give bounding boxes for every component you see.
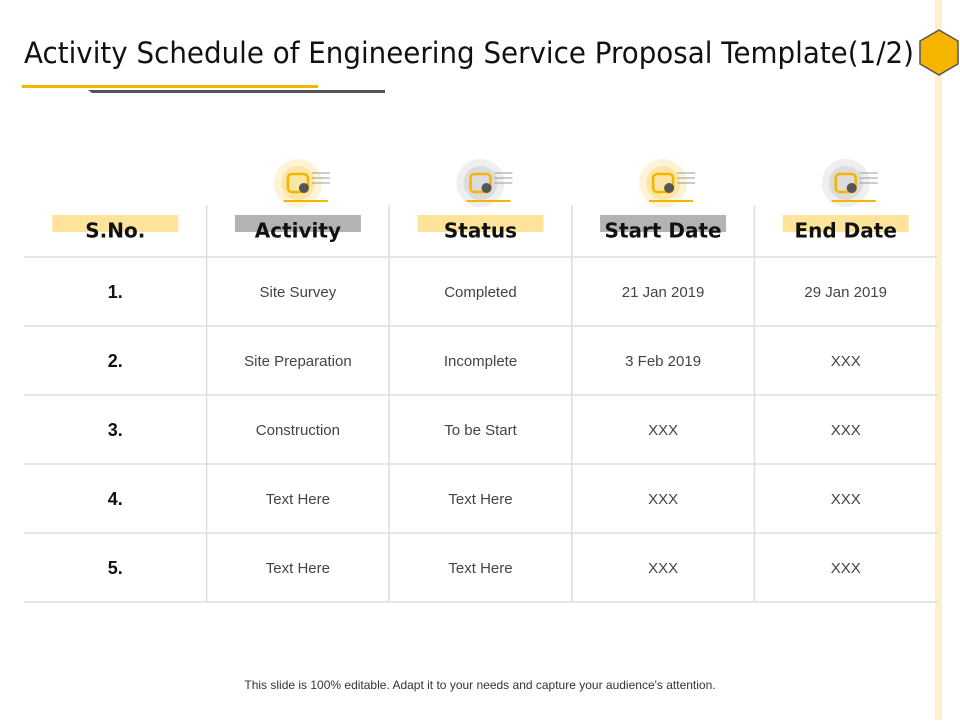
icon-inner	[463, 166, 498, 200]
header-highlight	[600, 215, 727, 232]
header-highlight	[417, 215, 544, 232]
icon-inner	[828, 166, 863, 200]
row-number: 4.	[108, 489, 123, 509]
icon-inner	[280, 166, 315, 200]
row-number: 5.	[108, 558, 123, 578]
hexagon	[919, 29, 959, 76]
title: Activity Schedule of Engineering Service…	[24, 36, 914, 70]
cell-text: 3 Feb 2019	[625, 353, 701, 370]
cell-text: Site Survey	[260, 284, 337, 301]
side-stripe	[935, 0, 942, 720]
footer-note: This slide is 100% editable. Adapt it to…	[244, 678, 715, 692]
column-header: End Date	[794, 219, 896, 243]
cell-text: XXX	[831, 422, 861, 439]
cell-text: To be Start	[444, 422, 517, 439]
cell-text: Text Here	[266, 560, 330, 577]
cell-text: Construction	[256, 422, 340, 439]
title-underline-gray	[88, 90, 385, 93]
header-highlight	[234, 215, 361, 232]
title-underline	[22, 85, 318, 88]
header-highlight	[52, 215, 179, 232]
cell-text: XXX	[831, 560, 861, 577]
cell-text: Text Here	[448, 560, 512, 577]
cell-text: XXX	[648, 491, 678, 508]
row-number: 3.	[108, 420, 123, 440]
cell-text: Completed	[444, 284, 517, 301]
cell-text: 21 Jan 2019	[622, 284, 705, 301]
icon-glyph	[286, 172, 310, 194]
cell-text: XXX	[831, 491, 861, 508]
column-header: Activity	[255, 219, 341, 243]
header-highlight	[782, 215, 909, 232]
icon-glyph	[651, 172, 675, 194]
cell-text: XXX	[831, 353, 861, 370]
cell-text: Text Here	[448, 491, 512, 508]
column-header: Status	[444, 219, 517, 243]
icon-glyph	[834, 172, 857, 194]
icon-dot	[481, 183, 492, 193]
icon-dot	[846, 183, 857, 193]
icon-inner	[646, 166, 681, 200]
cell-text: Incomplete	[444, 353, 517, 370]
column-header: Start Date	[605, 219, 722, 243]
row-number: 2.	[108, 351, 123, 371]
cell-text: 29 Jan 2019	[804, 284, 887, 301]
cell-text: XXX	[648, 560, 678, 577]
icon-dot	[664, 183, 675, 193]
column-header: S.No.	[85, 219, 145, 243]
icon-dot	[298, 183, 309, 193]
row-number: 1.	[108, 282, 123, 302]
table: S.No. Activity Status Start Date End Date 1. S…	[24, 159, 937, 603]
icon-glyph	[469, 172, 492, 194]
cell-text: Site Preparation	[244, 353, 352, 370]
cell-text: Text Here	[266, 491, 330, 508]
cell-text: XXX	[648, 422, 678, 439]
